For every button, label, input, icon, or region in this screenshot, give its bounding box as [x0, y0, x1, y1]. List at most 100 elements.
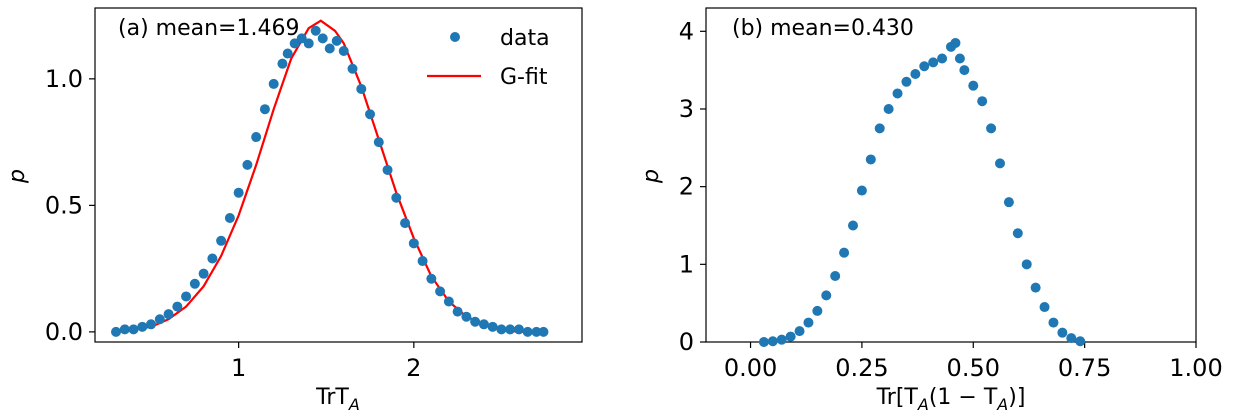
data-point [163, 309, 174, 320]
y-tick-label: 4 [679, 17, 694, 45]
data-point [531, 326, 542, 337]
data-point [216, 235, 227, 246]
data-point [119, 324, 130, 335]
data-point [400, 218, 411, 229]
data-point [505, 324, 516, 335]
data-point [324, 43, 335, 54]
data-point [848, 220, 858, 231]
data-point [408, 238, 419, 249]
data-point [310, 25, 321, 36]
data-point [839, 247, 850, 258]
data-point [478, 319, 489, 330]
x-tick-label: 0.00 [724, 354, 777, 382]
data-point [435, 286, 446, 297]
data-point [928, 57, 939, 68]
data-point [128, 324, 139, 335]
legend-data-marker [450, 32, 460, 42]
axis-ticks-b: 0.00 0.25 0.50 0.75 1.00 0 1 2 3 4 [679, 17, 1223, 382]
legend-data-label: data [500, 26, 550, 51]
data-point [338, 46, 349, 57]
data-point [242, 159, 253, 170]
data-point [282, 48, 293, 59]
data-point [830, 270, 841, 281]
data-point [224, 213, 235, 224]
y-axis-label-a: p [5, 169, 30, 184]
x-tick-label: 0.75 [1058, 354, 1111, 382]
plot-frame-a [94, 7, 583, 343]
data-point [233, 187, 244, 198]
data-point [289, 38, 300, 49]
y-tick-label: 0.5 [45, 191, 83, 219]
axis-ticks-a: 1 2 0.0 0.5 1.0 [45, 65, 422, 382]
data-point [1048, 317, 1059, 328]
data-point [874, 123, 885, 134]
data-point [443, 296, 454, 307]
data-point [954, 53, 965, 64]
data-point [391, 192, 402, 203]
data-point [767, 336, 778, 347]
data-point [251, 132, 262, 143]
data-point [1039, 302, 1050, 313]
data-point [373, 137, 384, 148]
data-point [268, 78, 279, 89]
legend-fit-label: G-fit [500, 65, 548, 90]
y-tick-label: 2 [679, 173, 694, 201]
x-axis-label-a: TrTA [315, 385, 360, 414]
panel-a: 1 20.00.51.0 (a) mean=1.469 data G-fit p … [5, 7, 583, 414]
data-point [538, 326, 549, 337]
fit-curve [115, 19, 544, 333]
data-point [1066, 333, 1077, 344]
data-point [977, 96, 988, 107]
x-tick-label: 1.00 [1169, 354, 1222, 382]
data-point [995, 158, 1005, 169]
data-point [154, 314, 165, 325]
scatter-points-a [111, 25, 549, 337]
data-point [1057, 327, 1068, 338]
data-point [317, 33, 328, 44]
data-point [277, 58, 288, 69]
data-point [883, 103, 894, 114]
scatter-points-b [758, 37, 1086, 347]
data-point [470, 316, 481, 327]
data-point [986, 123, 997, 134]
y-tick-label: 1 [679, 250, 694, 278]
data-point [189, 278, 200, 289]
data-point [865, 154, 876, 165]
fit-line-a [115, 19, 544, 333]
y-tick-label: 0.0 [45, 318, 83, 346]
y-tick-label: 1.0 [45, 65, 83, 93]
data-point [382, 164, 393, 175]
panel-b-annotation: (b) mean=0.430 [732, 16, 914, 41]
data-point [172, 301, 183, 312]
data-point [452, 306, 463, 317]
data-point [1012, 228, 1023, 239]
data-point [1075, 336, 1086, 347]
data-point [776, 334, 787, 345]
data-point [496, 324, 507, 335]
data-point [207, 253, 218, 264]
x-tick-label: 0.25 [835, 354, 888, 382]
data-point [137, 321, 148, 332]
data-point [892, 88, 903, 99]
data-point [794, 326, 805, 337]
data-point [950, 37, 961, 48]
data-point [331, 35, 342, 46]
data-point [803, 317, 814, 328]
data-point [856, 185, 867, 196]
data-point [785, 331, 796, 342]
data-point [959, 65, 970, 76]
data-point [111, 326, 122, 337]
panel-a-annotation: (a) mean=1.469 [118, 16, 299, 41]
data-point [259, 104, 270, 115]
x-tick-label: 2 [406, 354, 421, 382]
data-point [812, 305, 823, 316]
data-point [181, 291, 192, 302]
data-point [937, 53, 948, 64]
data-point [522, 326, 533, 337]
data-point [910, 69, 921, 80]
data-point [365, 109, 376, 120]
data-point [296, 33, 307, 44]
data-point [426, 273, 437, 284]
data-point [417, 256, 428, 267]
